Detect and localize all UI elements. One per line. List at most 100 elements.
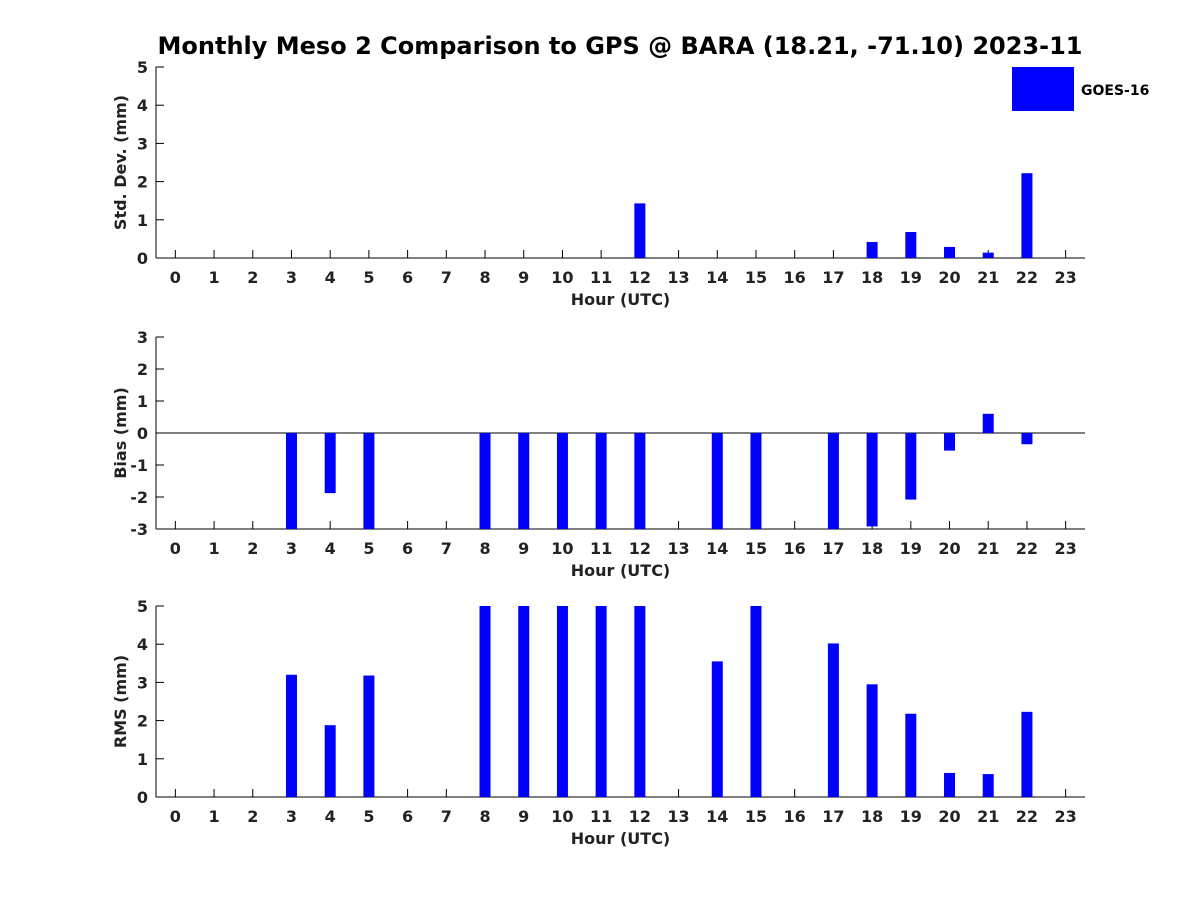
- x-tick-label: 14: [706, 539, 728, 558]
- x-tick-label: 17: [822, 539, 844, 558]
- x-tick-label: 13: [667, 268, 689, 287]
- bar-hour-5: [363, 433, 375, 529]
- x-tick-label: 16: [784, 268, 806, 287]
- y-tick-label: 4: [137, 96, 148, 115]
- x-tick-label: 8: [479, 807, 490, 826]
- y-tick-label: 5: [137, 597, 148, 616]
- x-tick-label: 11: [590, 539, 612, 558]
- x-tick-label: 12: [629, 539, 651, 558]
- x-axis-label: Hour (UTC): [571, 561, 671, 580]
- y-tick-label: 0: [137, 249, 148, 268]
- legend: GOES-16: [1012, 67, 1149, 111]
- x-tick-label: 15: [745, 268, 767, 287]
- y-axis-label: RMS (mm): [111, 655, 130, 748]
- y-tick-label: 5: [137, 58, 148, 77]
- x-tick-label: 22: [1016, 539, 1038, 558]
- x-tick-label: 16: [784, 807, 806, 826]
- x-tick-label: 19: [900, 539, 922, 558]
- bar-hour-18: [866, 241, 878, 258]
- x-tick-label: 7: [441, 807, 452, 826]
- bar-hour-19: [905, 713, 917, 797]
- x-tick-label: 10: [551, 539, 573, 558]
- bar-hour-22: [1021, 173, 1033, 258]
- bar-hour-4: [324, 433, 336, 494]
- x-tick-label: 12: [629, 268, 651, 287]
- x-tick-label: 3: [286, 539, 297, 558]
- y-tick-label: 3: [137, 673, 148, 692]
- x-tick-label: 22: [1016, 807, 1038, 826]
- bar-hour-22: [1021, 711, 1033, 797]
- y-tick-label: 1: [137, 211, 148, 230]
- x-tick-label: 15: [745, 539, 767, 558]
- x-tick-label: 9: [518, 539, 529, 558]
- x-tick-label: 6: [402, 807, 413, 826]
- x-tick-label: 4: [325, 539, 336, 558]
- x-tick-label: 20: [938, 539, 960, 558]
- bar-hour-3: [285, 433, 297, 529]
- x-tick-label: 3: [286, 807, 297, 826]
- bar-hour-18: [866, 684, 878, 797]
- y-tick-label: 1: [137, 392, 148, 411]
- x-tick-label: 23: [1055, 807, 1077, 826]
- y-tick-label: -2: [130, 488, 148, 507]
- x-tick-label: 20: [938, 807, 960, 826]
- x-tick-label: 1: [208, 268, 219, 287]
- x-axis-label: Hour (UTC): [571, 290, 671, 309]
- bar-hour-11: [595, 606, 607, 797]
- x-tick-label: 0: [170, 807, 181, 826]
- x-tick-label: 13: [667, 539, 689, 558]
- y-tick-label: 2: [137, 712, 148, 731]
- bar-hour-3: [285, 674, 297, 797]
- x-tick-label: 15: [745, 807, 767, 826]
- x-tick-label: 19: [900, 807, 922, 826]
- x-tick-label: 0: [170, 539, 181, 558]
- y-tick-label: 0: [137, 424, 148, 443]
- bar-hour-12: [634, 203, 646, 258]
- bar-hour-8: [479, 433, 491, 529]
- bar-hour-12: [634, 433, 646, 529]
- x-tick-label: 12: [629, 807, 651, 826]
- x-tick-label: 18: [861, 268, 883, 287]
- x-axis-label: Hour (UTC): [571, 829, 671, 848]
- x-tick-label: 6: [402, 268, 413, 287]
- x-tick-label: 11: [590, 807, 612, 826]
- x-tick-label: 7: [441, 268, 452, 287]
- x-tick-label: 17: [822, 268, 844, 287]
- bar-hour-10: [556, 433, 568, 529]
- y-axis-label: Std. Dev. (mm): [111, 95, 130, 230]
- x-tick-label: 5: [363, 268, 374, 287]
- bar-hour-4: [324, 725, 336, 797]
- x-tick-label: 10: [551, 807, 573, 826]
- x-tick-label: 17: [822, 807, 844, 826]
- x-tick-label: 3: [286, 268, 297, 287]
- chart-title: Monthly Meso 2 Comparison to GPS @ BARA …: [158, 32, 1083, 60]
- bar-hour-11: [595, 433, 607, 529]
- x-tick-label: 14: [706, 807, 728, 826]
- x-tick-label: 22: [1016, 268, 1038, 287]
- x-tick-label: 14: [706, 268, 728, 287]
- legend-swatch: [1012, 67, 1074, 111]
- bar-hour-9: [518, 433, 530, 529]
- bar-hour-21: [982, 252, 994, 258]
- bar-hour-14: [711, 433, 723, 529]
- bar-hour-5: [363, 675, 375, 797]
- x-tick-label: 4: [325, 807, 336, 826]
- y-tick-label: -1: [130, 456, 148, 475]
- x-tick-label: 21: [977, 268, 999, 287]
- bar-hour-15: [750, 606, 762, 797]
- x-tick-label: 8: [479, 268, 490, 287]
- x-tick-label: 11: [590, 268, 612, 287]
- bar-hour-21: [982, 413, 994, 433]
- x-tick-label: 6: [402, 539, 413, 558]
- y-tick-label: 4: [137, 635, 148, 654]
- y-tick-label: 1: [137, 750, 148, 769]
- legend-label: GOES-16: [1081, 83, 1149, 99]
- bar-hour-12: [634, 606, 646, 797]
- x-tick-label: 18: [861, 807, 883, 826]
- x-tick-label: 4: [325, 268, 336, 287]
- x-tick-label: 10: [551, 268, 573, 287]
- x-tick-label: 19: [900, 268, 922, 287]
